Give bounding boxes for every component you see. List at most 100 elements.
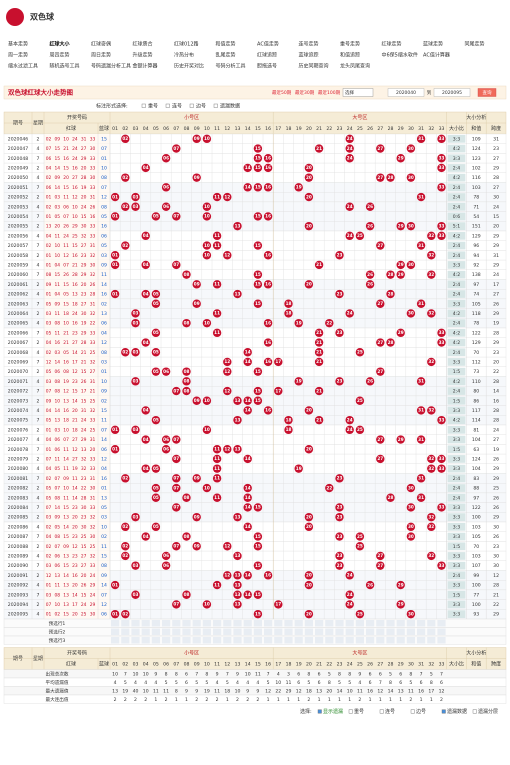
nav-link[interactable]: 红球奇偶: [91, 41, 111, 48]
weekday: 4: [37, 379, 40, 385]
option-label[interactable]: 重号: [148, 103, 158, 110]
nav-link[interactable]: 红球012路: [174, 41, 199, 48]
sum: 105: [472, 534, 481, 540]
nav-link[interactable]: 蓝球走势: [423, 41, 443, 48]
ball-label: 01: [112, 611, 118, 616]
nav-link[interactable]: 同尾走势: [465, 41, 485, 48]
recent-link[interactable]: 最近100期: [318, 89, 341, 96]
option-label[interactable]: 边号: [196, 103, 206, 110]
nav-link[interactable]: 周一走势: [8, 52, 28, 59]
nav-link[interactable]: AC值计算器: [423, 52, 450, 59]
recent-link[interactable]: 最近30期: [295, 89, 315, 96]
red-number: 08: [55, 389, 61, 395]
recent-link[interactable]: 最近50期: [272, 89, 292, 96]
nav-link[interactable]: 基本走势: [8, 41, 28, 48]
ball-label: 33: [439, 417, 445, 422]
footer-option[interactable]: 重号: [354, 708, 364, 715]
weekday: 4: [37, 437, 40, 443]
red-ball: [161, 445, 171, 454]
nav-link[interactable]: 历史同期查询: [299, 63, 329, 70]
nav-link[interactable]: 周四走势: [50, 52, 70, 59]
nav-link[interactable]: 胆拖选号: [257, 63, 277, 70]
red-number: 30: [90, 486, 96, 492]
ball-label: 15: [255, 369, 261, 374]
nav-link[interactable]: 和值走势: [216, 41, 236, 48]
red-number: 13: [63, 553, 69, 559]
footer-option[interactable]: 边号: [416, 708, 426, 715]
issue: 2020094: [8, 602, 29, 608]
red-ball: [243, 396, 252, 405]
sum: 74: [473, 292, 479, 298]
red-ball: [110, 580, 120, 590]
ball-label: 15: [255, 543, 261, 548]
nav-link[interactable]: 乱尾走势: [216, 52, 236, 59]
footer-option[interactable]: 遗漏数据: [447, 708, 467, 715]
red-number: 01: [46, 427, 52, 433]
span: 31: [493, 136, 499, 142]
sum: 73: [473, 369, 479, 375]
preselect-cell: [192, 628, 201, 635]
footer-option[interactable]: 连号: [385, 708, 395, 715]
red-ball: [406, 173, 416, 182]
red-ball: [141, 532, 150, 541]
nav-link[interactable]: 号码遗漏分析工具: [91, 63, 131, 70]
nav-link[interactable]: 红球大小: [50, 41, 70, 48]
nav-link[interactable]: 连号走势: [299, 41, 319, 48]
nav-link[interactable]: 金额计算器: [133, 63, 158, 70]
preselect-cell: [233, 620, 242, 627]
ball-label: 09: [194, 514, 200, 519]
nav-link[interactable]: 随机选号工具: [50, 63, 80, 70]
stats-value: 1: [226, 697, 229, 703]
nav-link[interactable]: 周日走势: [91, 52, 111, 59]
nav-link[interactable]: 红球追踪: [257, 52, 277, 59]
footer-option[interactable]: 显示遗漏: [323, 708, 343, 715]
nav-link[interactable]: 缩水过滤工具: [8, 63, 38, 70]
red-number: 15: [63, 185, 69, 191]
red-number: 14: [55, 408, 61, 414]
to-label: 到: [427, 89, 432, 96]
red-number: 15: [63, 534, 69, 540]
draw-bg: [44, 328, 110, 338]
nav-link[interactable]: 红球质合: [133, 41, 153, 48]
nav-link[interactable]: 蓝球追踪: [299, 52, 319, 59]
ball-label: 32: [428, 456, 434, 461]
nav-link[interactable]: 和值追踪: [340, 52, 360, 59]
red-ball: [202, 251, 212, 260]
preselect-cell: [304, 637, 313, 644]
nav-link[interactable]: 历史开奖对比: [174, 63, 204, 70]
input-to-text[interactable]: 2020095: [442, 90, 462, 96]
nav-link[interactable]: 红球走势: [382, 41, 402, 48]
sum: 123: [472, 156, 481, 162]
ball-label: 06: [163, 369, 169, 374]
ratio-bg: [447, 309, 466, 318]
red-ball: [274, 600, 283, 609]
span: 28: [493, 418, 499, 424]
red-ball: [151, 212, 161, 221]
nav-link[interactable]: 龙头凤尾查询: [340, 63, 370, 70]
nav-link[interactable]: 中6保5缩水软件: [382, 52, 418, 59]
input-from-text[interactable]: 2020040: [396, 90, 416, 96]
preselect-cell: [417, 637, 426, 644]
select[interactable]: 选择: [345, 89, 354, 96]
option-label[interactable]: 遗漏数据: [220, 103, 240, 110]
nav-link[interactable]: 冷热分布: [174, 52, 194, 59]
draw-bg: [44, 357, 110, 367]
number-header: 27: [377, 126, 383, 132]
nav-link[interactable]: 重号走势: [340, 41, 360, 48]
footer-option[interactable]: 遗漏分层: [478, 708, 498, 715]
stats-value: 6: [185, 680, 188, 686]
ball-label: 11: [214, 233, 220, 238]
ball-label: 16: [265, 359, 271, 364]
red-number: 24: [81, 204, 87, 210]
nav-link[interactable]: AC值走势: [257, 41, 279, 48]
stats-value: 1: [328, 697, 331, 703]
option-label[interactable]: 连号: [172, 103, 182, 110]
nav-link[interactable]: 升级走势: [133, 52, 153, 59]
red-ball: [233, 445, 242, 454]
nav-link[interactable]: 号码分析工具: [216, 63, 246, 70]
red-ball: [161, 154, 171, 163]
ball-label: 19: [296, 466, 302, 471]
red-ball: [253, 163, 263, 173]
query-button-text[interactable]: 查询: [483, 89, 492, 96]
draw-bg: [44, 153, 110, 164]
